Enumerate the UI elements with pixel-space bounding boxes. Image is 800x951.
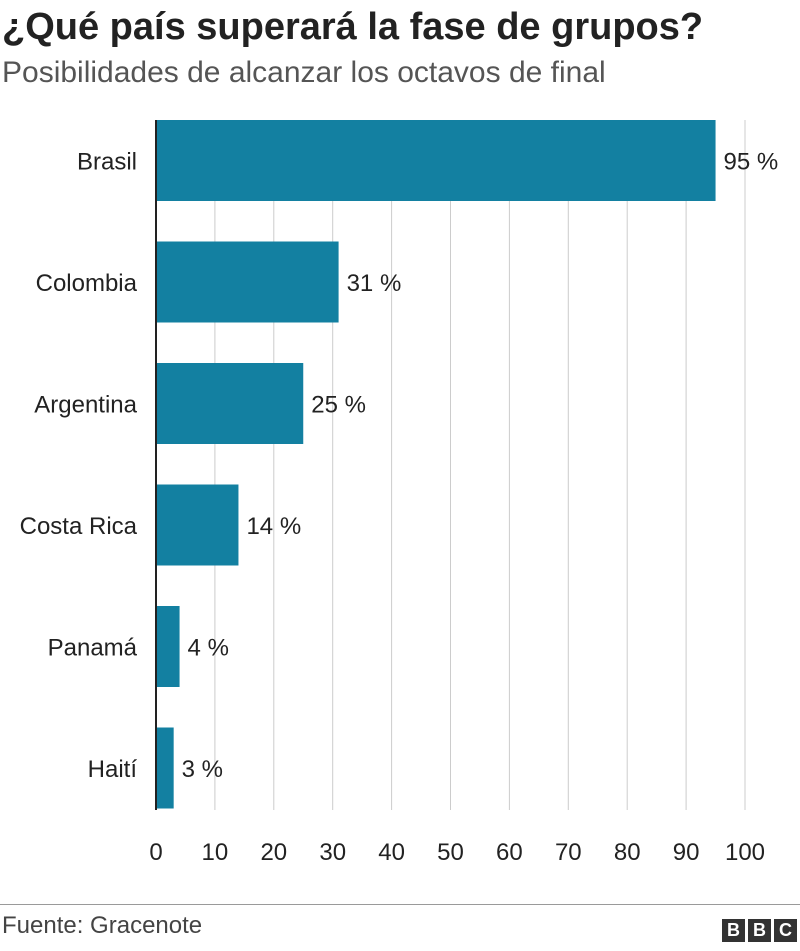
category-label: Panamá — [48, 635, 138, 662]
data-label: 14 % — [246, 513, 301, 540]
data-label: 3 % — [182, 756, 223, 783]
footer-divider — [0, 904, 800, 905]
chart-title: ¿Qué país superará la fase de grupos? — [2, 6, 704, 48]
bar-chart: 0 10 20 30 40 50 60 70 80 90 100 Brasil 95 % Colombia… — [20, 120, 779, 866]
x-tick-label: 20 — [260, 839, 287, 866]
x-tick-label: 100 — [725, 839, 765, 866]
x-tick-label: 70 — [555, 839, 582, 866]
bar — [156, 120, 716, 201]
logo-letter: B — [722, 919, 745, 942]
bbc-logo: B B C — [722, 919, 797, 942]
x-tick-label: 60 — [496, 839, 523, 866]
x-tick-label: 0 — [149, 839, 162, 866]
x-tick-label: 50 — [437, 839, 464, 866]
category-label: Argentina — [34, 392, 137, 419]
logo-letter: B — [748, 919, 771, 942]
data-label: 4 % — [188, 635, 229, 662]
category-label: Costa Rica — [20, 513, 138, 540]
bar — [156, 363, 304, 444]
x-tick-label: 10 — [202, 839, 229, 866]
data-label: 25 % — [311, 392, 366, 419]
bar — [156, 484, 239, 566]
category-label: Brasil — [77, 149, 137, 176]
bar — [156, 727, 174, 809]
x-tick-label: 30 — [319, 839, 346, 866]
source-note: Fuente: Gracenote — [2, 912, 203, 939]
x-tick-label: 80 — [614, 839, 641, 866]
category-label: Haití — [88, 756, 138, 783]
chart-subtitle: Posibilidades de alcanzar los octavos de… — [2, 56, 606, 89]
x-tick-label: 90 — [673, 839, 700, 866]
bar — [156, 606, 180, 687]
data-label: 95 % — [724, 149, 779, 176]
logo-letter: C — [774, 919, 797, 942]
data-label: 31 % — [347, 270, 402, 297]
category-label: Colombia — [36, 270, 138, 297]
bar — [156, 241, 339, 323]
x-tick-label: 40 — [378, 839, 405, 866]
